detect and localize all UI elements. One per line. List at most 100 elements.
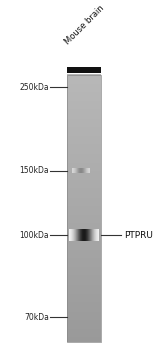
Bar	[67, 237, 101, 239]
Bar	[67, 85, 101, 86]
Bar	[67, 335, 101, 337]
Text: 70kDa: 70kDa	[24, 313, 49, 322]
Bar	[67, 223, 101, 224]
Bar	[67, 210, 101, 212]
Bar	[67, 260, 101, 262]
Bar	[67, 240, 101, 242]
Bar	[67, 309, 101, 312]
Bar	[67, 194, 101, 196]
Bar	[67, 169, 101, 171]
Bar	[67, 93, 101, 94]
Bar	[67, 259, 101, 261]
Bar	[67, 315, 101, 317]
Bar	[67, 314, 101, 316]
Bar	[67, 330, 101, 331]
Bar	[67, 280, 101, 282]
Bar	[67, 148, 101, 149]
Bar	[67, 209, 101, 211]
Bar	[67, 278, 101, 279]
Bar	[67, 288, 101, 290]
Bar	[67, 218, 101, 220]
Bar	[67, 336, 101, 338]
Bar	[67, 201, 101, 203]
Bar	[67, 244, 101, 246]
Bar	[67, 113, 101, 115]
Bar	[67, 257, 101, 259]
Bar	[67, 180, 101, 182]
Bar	[67, 145, 101, 147]
Bar	[67, 133, 101, 135]
Bar	[67, 158, 101, 160]
Bar	[67, 166, 101, 168]
Bar	[67, 331, 101, 333]
Bar	[67, 221, 101, 223]
Bar	[67, 75, 101, 77]
Bar	[67, 294, 101, 295]
Bar	[67, 243, 101, 245]
Bar	[67, 231, 101, 232]
Bar	[67, 202, 101, 204]
Bar	[67, 241, 101, 243]
Bar	[67, 298, 101, 300]
Bar	[67, 316, 101, 318]
Bar	[67, 283, 101, 285]
Bar	[67, 94, 101, 96]
Bar	[67, 267, 101, 269]
Bar	[67, 253, 101, 255]
Bar	[67, 204, 101, 206]
Bar	[67, 80, 101, 83]
Bar	[67, 225, 101, 227]
Bar	[67, 168, 101, 170]
Bar	[67, 134, 101, 136]
Bar	[67, 236, 101, 238]
Bar	[67, 135, 101, 138]
Bar	[67, 275, 101, 277]
Text: Mouse brain: Mouse brain	[63, 3, 106, 46]
Bar	[67, 265, 101, 267]
Bar	[67, 124, 101, 125]
Bar	[67, 118, 101, 120]
Bar	[67, 229, 101, 231]
Bar	[67, 284, 101, 286]
Bar	[67, 239, 101, 240]
Bar	[67, 107, 101, 109]
Bar	[67, 163, 101, 166]
Bar	[67, 161, 101, 163]
Bar	[67, 319, 101, 321]
Bar	[67, 332, 101, 334]
Bar	[67, 197, 101, 199]
Bar	[67, 273, 101, 275]
Bar	[67, 339, 101, 341]
Bar	[67, 189, 101, 191]
Bar	[67, 234, 101, 237]
Bar	[67, 311, 101, 313]
Bar	[67, 245, 101, 247]
Bar	[67, 109, 101, 111]
Bar	[67, 279, 101, 281]
Bar	[67, 307, 101, 309]
Bar	[67, 256, 101, 258]
Bar	[67, 247, 101, 248]
Bar	[67, 322, 101, 323]
Bar	[67, 198, 101, 201]
Bar	[67, 338, 101, 340]
Bar	[67, 268, 101, 270]
Bar	[67, 102, 101, 104]
Bar	[67, 340, 101, 342]
Bar	[67, 181, 101, 183]
Bar	[67, 193, 101, 195]
Bar	[67, 232, 101, 234]
Bar	[67, 291, 101, 293]
Bar	[67, 324, 101, 326]
Bar	[67, 276, 101, 278]
Bar	[67, 126, 101, 128]
Bar	[67, 206, 101, 208]
Bar	[67, 101, 101, 103]
Bar	[67, 323, 101, 325]
Bar	[67, 75, 101, 342]
Bar	[67, 205, 101, 207]
Bar	[67, 162, 101, 164]
Bar	[67, 176, 101, 177]
Bar	[67, 172, 101, 174]
Bar	[67, 125, 101, 127]
